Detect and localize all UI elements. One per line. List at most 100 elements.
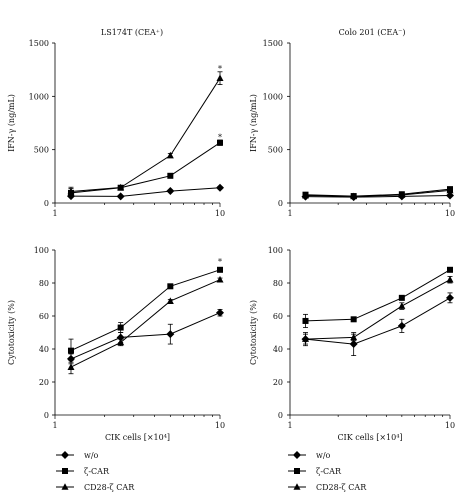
legend-label: w/o xyxy=(84,451,99,460)
x-tick-label: 10 xyxy=(445,209,455,218)
series-3 xyxy=(302,186,454,200)
series-line xyxy=(70,312,221,360)
y-tick-label: 0 xyxy=(44,411,49,420)
series-line xyxy=(70,142,221,194)
data-point xyxy=(216,183,224,192)
series-3 xyxy=(67,71,224,197)
legend-entry: CD28-ζ CAR xyxy=(288,483,367,492)
data-point xyxy=(350,333,358,341)
series-3 xyxy=(302,275,454,345)
legend-label: CD28-ζ CAR xyxy=(84,483,135,492)
significance-asterisk: * xyxy=(218,258,222,267)
x-axis-label: CIK cells [×10⁴] xyxy=(337,433,402,442)
series-line xyxy=(70,77,221,192)
y-tick-label: 40 xyxy=(273,345,283,354)
data-point xyxy=(350,192,358,200)
legend-marker xyxy=(62,468,68,474)
data-point xyxy=(67,363,75,370)
data-point xyxy=(166,187,175,196)
legend-label: ζ-CAR xyxy=(84,467,110,476)
x-tick-label: 1 xyxy=(287,209,292,218)
legend-marker xyxy=(294,468,300,474)
data-point xyxy=(302,335,310,342)
y-tick-label: 20 xyxy=(273,378,283,387)
legend-marker xyxy=(61,451,69,459)
legend-marker xyxy=(61,483,69,490)
data-point xyxy=(117,183,125,191)
data-point xyxy=(302,191,310,199)
x-axis-label: CIK cells [×10⁴] xyxy=(105,433,170,442)
data-point xyxy=(446,186,454,194)
data-point xyxy=(117,338,125,346)
data-point xyxy=(166,330,175,339)
data-point xyxy=(398,294,405,301)
series-1 xyxy=(66,183,224,201)
legend-label: ζ-CAR xyxy=(316,467,342,476)
chart-panel-1: 0 500 1000 1500 1 10 IFN-γ (ng/mL) LS174T (CEA⁺… xyxy=(7,28,225,218)
panel-title: LS174T (CEA⁺) xyxy=(101,28,163,37)
data-point xyxy=(350,316,357,323)
series-line xyxy=(70,187,221,197)
y-tick-label: 60 xyxy=(273,312,283,321)
y-tick-label: 1500 xyxy=(29,39,49,48)
data-point xyxy=(67,347,74,354)
data-point xyxy=(116,192,125,201)
series-2 xyxy=(302,266,453,328)
data-point xyxy=(117,324,124,331)
series-3 xyxy=(67,275,224,375)
y-tick-label: 1500 xyxy=(263,39,283,48)
data-point xyxy=(397,321,406,330)
data-point xyxy=(216,308,224,317)
legend-2: w/o ζ-CAR CD28-ζ CAR xyxy=(288,451,367,492)
data-point xyxy=(302,317,309,324)
series-2 xyxy=(67,266,223,363)
series-2 xyxy=(67,139,223,198)
legend-label: w/o xyxy=(316,451,331,460)
x-tick-label: 10 xyxy=(215,209,225,218)
data-point xyxy=(349,340,358,349)
y-tick-label: 80 xyxy=(39,279,49,288)
series-1 xyxy=(301,292,454,357)
data-point xyxy=(67,187,75,195)
data-point xyxy=(216,74,224,81)
y-axis-label: IFN-γ (ng/mL) xyxy=(249,94,258,152)
x-tick-label: 10 xyxy=(215,421,225,430)
data-point xyxy=(166,297,174,304)
panel-title: Colo 201 (CEA⁻) xyxy=(339,28,406,37)
y-tick-label: 500 xyxy=(268,146,283,155)
data-point xyxy=(446,275,454,283)
y-tick-label: 80 xyxy=(273,279,283,288)
legend-marker xyxy=(293,483,301,490)
series-line xyxy=(305,279,451,340)
significance-asterisk: * xyxy=(218,133,222,142)
data-point xyxy=(217,266,223,273)
data-point xyxy=(166,151,174,159)
y-tick-label: 60 xyxy=(39,312,49,321)
data-point xyxy=(447,266,453,273)
y-tick-label: 100 xyxy=(34,246,49,255)
y-tick-label: 0 xyxy=(278,199,283,208)
data-point xyxy=(217,139,223,146)
legend-entry: CD28-ζ CAR xyxy=(56,483,135,492)
y-tick-label: 20 xyxy=(39,378,49,387)
series-line xyxy=(70,279,221,368)
y-tick-label: 1000 xyxy=(263,92,283,101)
y-tick-label: 500 xyxy=(34,146,49,155)
chart-panel-3: 0 20 40 60 80 100 1 10 Cytotoxicity (%) CIK cells… xyxy=(7,246,225,442)
y-tick-label: 0 xyxy=(44,199,49,208)
data-point xyxy=(167,283,174,290)
x-tick-label: 10 xyxy=(445,421,455,430)
x-tick-label: 1 xyxy=(287,421,292,430)
series-1 xyxy=(66,308,224,365)
y-axis-label: Cytotoxicity (%) xyxy=(7,300,16,365)
data-point xyxy=(167,172,174,179)
series-line xyxy=(305,189,451,197)
data-point xyxy=(398,302,406,309)
x-tick-label: 1 xyxy=(52,209,57,218)
x-tick-label: 1 xyxy=(52,421,57,430)
chart-panel-4: 0 20 40 60 80 100 1 10 Cytotoxicity (%) CIK cells… xyxy=(249,246,455,442)
y-tick-label: 100 xyxy=(268,246,283,255)
legend-entry: ζ-CAR xyxy=(56,467,110,476)
data-point xyxy=(446,293,454,302)
